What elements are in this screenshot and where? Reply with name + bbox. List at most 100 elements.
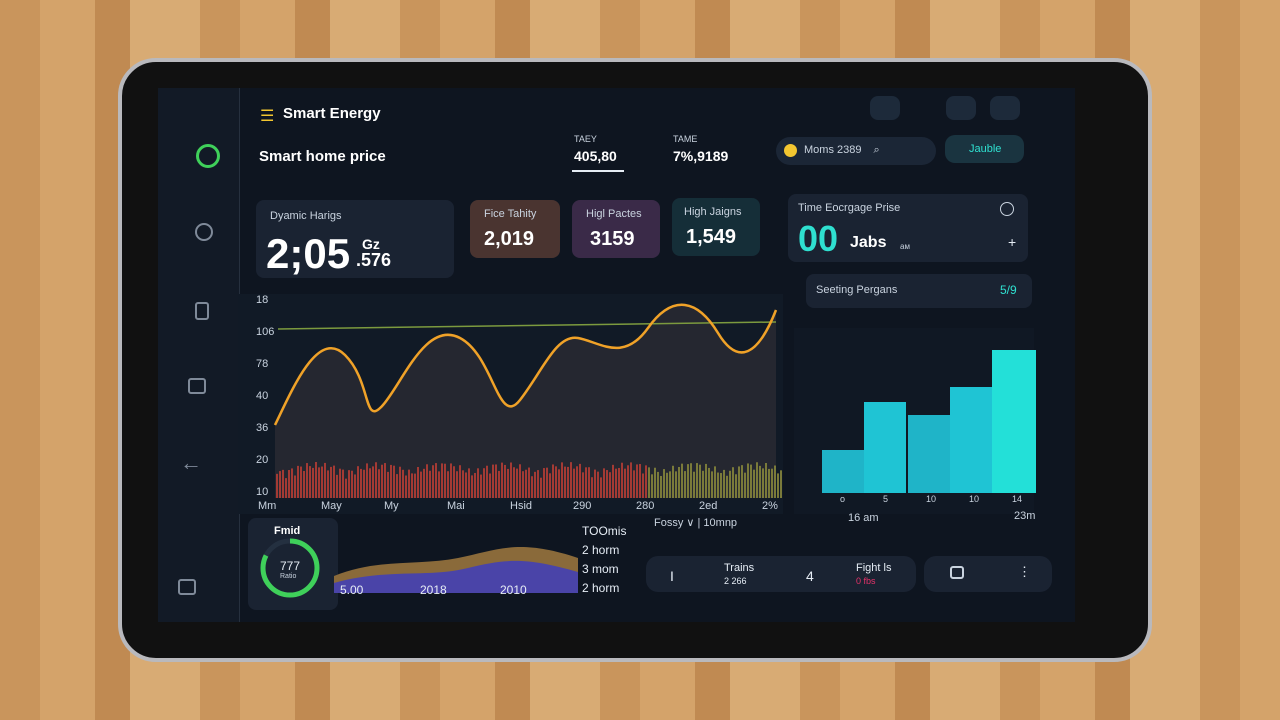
toolbar-item[interactable]: Trains xyxy=(724,562,755,574)
toolbar-item[interactable]: I xyxy=(670,568,674,584)
y-label: 78 xyxy=(256,358,269,370)
logo-icon[interactable] xyxy=(196,144,220,168)
usage-bar xyxy=(303,471,305,498)
usage-bar xyxy=(630,462,632,498)
usage-bar xyxy=(546,467,548,498)
tile-value: 1,549 xyxy=(686,226,737,248)
screen: ← ☰ Smart Energy Smart home price TAEY 4… xyxy=(158,88,1075,622)
target-line xyxy=(277,321,777,330)
usage-bar xyxy=(639,464,641,498)
search-text: Moms 2389 xyxy=(804,144,862,156)
top-icon[interactable] xyxy=(870,96,900,120)
usage-bar xyxy=(690,463,692,498)
usage-bar xyxy=(522,471,524,498)
search-box[interactable]: Moms 2389 ⌕ xyxy=(776,137,936,165)
x-label: Hsid xyxy=(510,500,533,512)
y-label: 18 xyxy=(256,294,269,306)
usage-bar xyxy=(312,467,314,498)
y-label: 20 xyxy=(256,454,269,466)
usage-bar xyxy=(654,467,656,498)
usage-bar xyxy=(357,466,359,498)
filter[interactable]: Fossy ∨ | 10mnp xyxy=(654,517,738,529)
usage-bar xyxy=(525,469,527,498)
bar xyxy=(992,350,1036,493)
usage-bar xyxy=(516,468,518,498)
tile: Higl Pactes 3159 xyxy=(572,200,660,258)
usage-bar xyxy=(297,465,299,498)
menu-icon[interactable]: ☰ xyxy=(260,108,275,125)
main-card: Dyamic Harigs 2;05 Gz .576 xyxy=(256,200,454,278)
usage-bar xyxy=(411,473,413,498)
top-icon[interactable] xyxy=(946,96,976,120)
x-label: 2% xyxy=(762,500,778,512)
x-label: 290 xyxy=(573,500,592,512)
side-card: Time Eocrgage Prise 00 Jabs aм + xyxy=(788,194,1028,262)
x-label: Mm xyxy=(258,500,277,512)
subtitle: Smart home price xyxy=(259,148,386,165)
usage-bar xyxy=(291,468,293,498)
tool-icon[interactable] xyxy=(950,566,964,579)
usage-bar xyxy=(582,472,584,498)
action-button[interactable]: Jauble xyxy=(945,135,1024,163)
x-label: 2ed xyxy=(699,500,718,512)
nav-icon[interactable] xyxy=(188,378,206,394)
usage-bar xyxy=(393,465,395,498)
usage-bar xyxy=(723,469,725,498)
list-item: 3 mom xyxy=(582,562,619,576)
usage-bar xyxy=(651,474,653,498)
area-label: 5.00 xyxy=(340,583,364,597)
usage-bar xyxy=(360,468,362,498)
nav-home[interactable] xyxy=(178,579,196,595)
list-item: 2 horm xyxy=(582,543,620,557)
usage-bar xyxy=(633,470,635,498)
usage-bar xyxy=(315,462,317,498)
usage-bar xyxy=(756,462,758,498)
toolbar-item[interactable]: 4 xyxy=(806,568,814,584)
usage-bar xyxy=(675,471,677,498)
usage-bar xyxy=(507,468,509,498)
area-label: 2018 xyxy=(420,583,447,597)
usage-bar xyxy=(399,466,401,498)
nav-icon[interactable] xyxy=(195,223,213,241)
tile-label: High Jaigns xyxy=(684,206,742,218)
usage-bar xyxy=(738,466,740,498)
bar xyxy=(822,450,864,493)
usage-bar xyxy=(537,470,539,498)
tile: High Jaigns 1,549 xyxy=(672,198,760,256)
nav-back[interactable]: ← xyxy=(180,450,202,475)
y-label: 10 xyxy=(256,486,269,498)
usage-bar xyxy=(438,471,440,498)
nav-icon[interactable] xyxy=(195,302,209,320)
usage-bar xyxy=(354,474,356,498)
usage-bar xyxy=(285,478,287,498)
usage-bar xyxy=(477,468,479,498)
area-label: 2010 xyxy=(500,583,527,597)
usage-bar xyxy=(567,466,569,498)
more-icon[interactable]: ⋮ xyxy=(1018,564,1031,579)
card-unit: Gz xyxy=(362,236,380,252)
usage-bar xyxy=(483,468,485,498)
usage-bar xyxy=(318,467,320,498)
time-label: 23m xyxy=(1014,510,1036,522)
usage-bar xyxy=(420,471,422,498)
usage-bar xyxy=(645,465,647,498)
usage-bar xyxy=(444,463,446,498)
plus-icon[interactable]: + xyxy=(1008,234,1017,250)
usage-bar xyxy=(300,466,302,498)
usage-bar xyxy=(330,466,332,498)
usage-bar xyxy=(552,464,554,498)
top-icon[interactable] xyxy=(990,96,1020,120)
toolbar-item[interactable]: Fight ls xyxy=(856,562,892,574)
usage-bar xyxy=(348,470,350,498)
usage-bar xyxy=(417,467,419,498)
usage-bar xyxy=(363,469,365,498)
usage-bar xyxy=(693,471,695,498)
clock-icon[interactable] xyxy=(1000,202,1014,216)
usage-bar xyxy=(636,464,638,498)
usage-bar xyxy=(519,464,521,498)
usage-bar xyxy=(594,469,596,498)
usage-bar xyxy=(615,468,617,498)
usage-bar xyxy=(762,468,764,498)
side-note: aм xyxy=(900,242,910,251)
usage-bar xyxy=(453,466,455,498)
